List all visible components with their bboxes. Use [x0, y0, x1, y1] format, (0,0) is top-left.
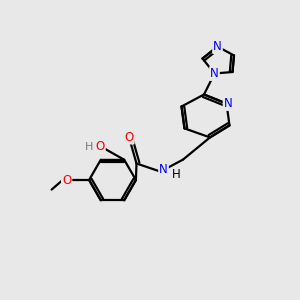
Text: O: O	[96, 140, 105, 153]
Text: O: O	[62, 173, 71, 187]
Text: H: H	[172, 168, 181, 181]
Text: O: O	[124, 130, 134, 144]
Text: H: H	[85, 142, 93, 152]
Text: N: N	[159, 163, 168, 176]
Text: N: N	[213, 40, 222, 53]
Text: N: N	[224, 97, 232, 110]
Text: N: N	[210, 67, 219, 80]
